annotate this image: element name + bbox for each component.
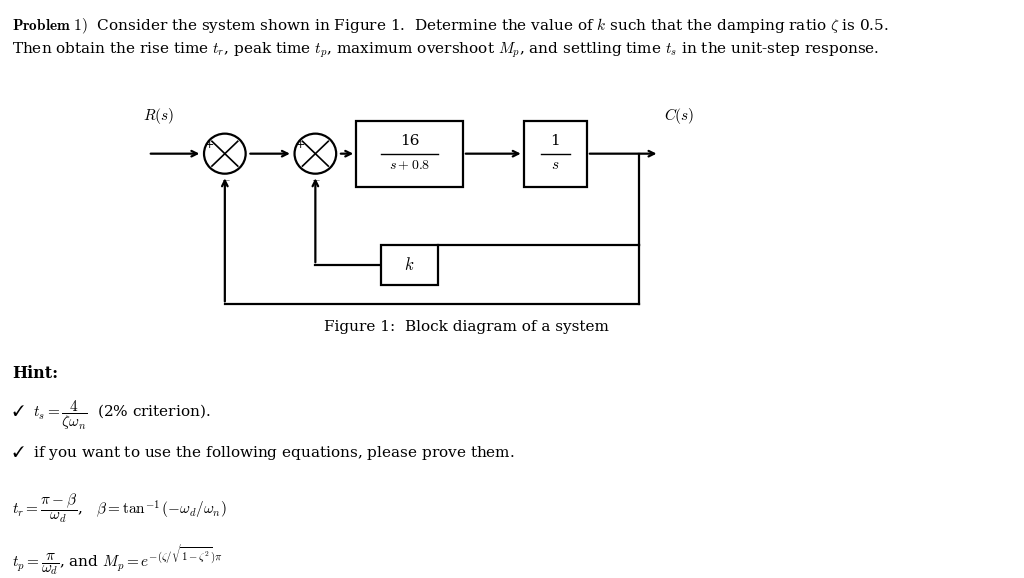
Text: $\checkmark$  $t_s = \dfrac{4}{\zeta\omega_n}$  (2% criterion).: $\checkmark$ $t_s = \dfrac{4}{\zeta\omeg… — [12, 398, 211, 432]
Text: $-$: $-$ — [221, 173, 230, 183]
Text: $-$: $-$ — [311, 173, 322, 183]
Text: $s + 0.8$: $s + 0.8$ — [389, 158, 430, 172]
Text: 1: 1 — [550, 134, 560, 147]
Circle shape — [295, 134, 336, 174]
Bar — [356, 121, 463, 187]
Text: $k$: $k$ — [404, 257, 415, 273]
Text: $C(s)$: $C(s)$ — [664, 106, 694, 126]
Text: +: + — [205, 140, 214, 150]
Text: Figure 1:  Block diagram of a system: Figure 1: Block diagram of a system — [325, 320, 609, 334]
Text: $\checkmark$  if you want to use the following equations, please prove them.: $\checkmark$ if you want to use the foll… — [12, 443, 515, 462]
Text: 16: 16 — [399, 135, 419, 149]
Text: $R(s)$: $R(s)$ — [143, 106, 174, 126]
Text: $s$: $s$ — [551, 158, 559, 172]
Text: +: + — [296, 140, 305, 150]
Bar — [523, 121, 587, 187]
Text: $t_p = \dfrac{\pi}{\omega_d}$, and $M_p = e^{-(\zeta/\sqrt{1-\zeta^2})\pi}$: $t_p = \dfrac{\pi}{\omega_d}$, and $M_p … — [12, 544, 222, 578]
Text: $\bf{Problem\ 1)}$  Consider the system shown in Figure 1.  Determine the value : $\bf{Problem\ 1)}$ Consider the system s… — [12, 17, 889, 36]
Bar — [382, 245, 437, 285]
Text: Then obtain the rise time $t_r$, peak time $t_p$, maximum overshoot $M_p$, and s: Then obtain the rise time $t_r$, peak ti… — [12, 40, 880, 60]
Text: Hint:: Hint: — [12, 365, 58, 382]
Text: $t_r = \dfrac{\pi-\beta}{\omega_d}$,   $\beta = \tan^{-1}(-\omega_d/\omega_n)$: $t_r = \dfrac{\pi-\beta}{\omega_d}$, $\b… — [12, 491, 227, 525]
Circle shape — [204, 134, 246, 174]
